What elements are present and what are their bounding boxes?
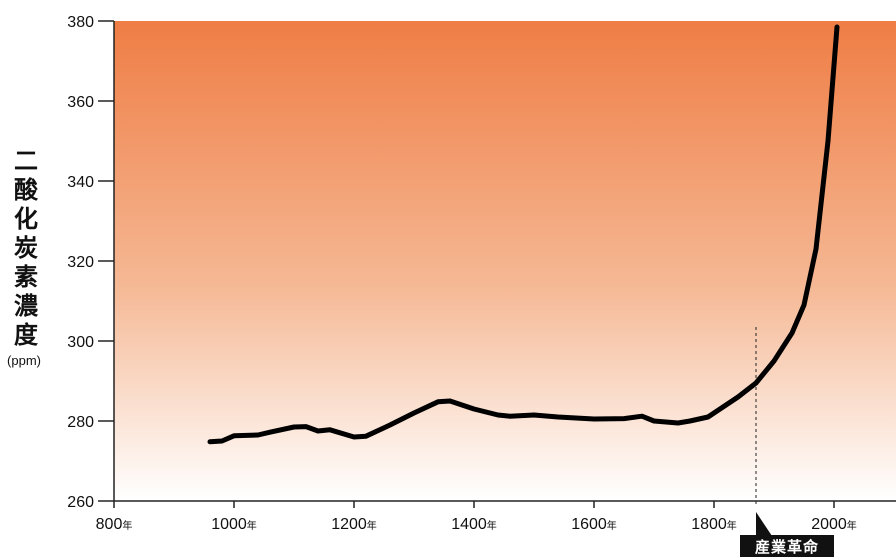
y-tick-label: 300 (67, 334, 94, 351)
annotation-pointer (756, 512, 772, 536)
plot-background (114, 21, 896, 501)
x-tick-label: 2000年 (811, 516, 857, 533)
y-tick-label: 260 (67, 494, 94, 511)
y-tick-label: 280 (67, 414, 94, 431)
y-tick-label: 340 (67, 174, 94, 191)
series-group (207, 24, 840, 445)
y-axis-unit: (ppm) (7, 353, 41, 368)
y-ticks: 260 280 300 320 340 360 380 (67, 14, 114, 511)
industrial-revolution-label: 産業革命 (740, 535, 834, 557)
co2-series-line (207, 24, 840, 445)
y-tick-label: 380 (67, 14, 94, 31)
x-tick-label: 1400年 (451, 516, 497, 533)
x-tick-label: 1200年 (331, 516, 377, 533)
y-axis-title: 二酸化炭素濃度 (9, 148, 38, 351)
industrial-revolution-annotation (755, 327, 772, 536)
x-tick-label: 1000年 (211, 516, 257, 533)
x-tick-label: 800年 (96, 516, 133, 533)
x-ticks: 800年 1000年 1200年 1400年 1600年 1800年 2000年 (96, 501, 857, 533)
x-tick-label: 1600年 (571, 516, 617, 533)
y-axis-label: 二酸化炭素濃度 (ppm) (7, 148, 41, 368)
x-tick-label: 1800年 (691, 516, 737, 533)
y-tick-label: 320 (67, 254, 94, 271)
y-tick-label: 360 (67, 94, 94, 111)
